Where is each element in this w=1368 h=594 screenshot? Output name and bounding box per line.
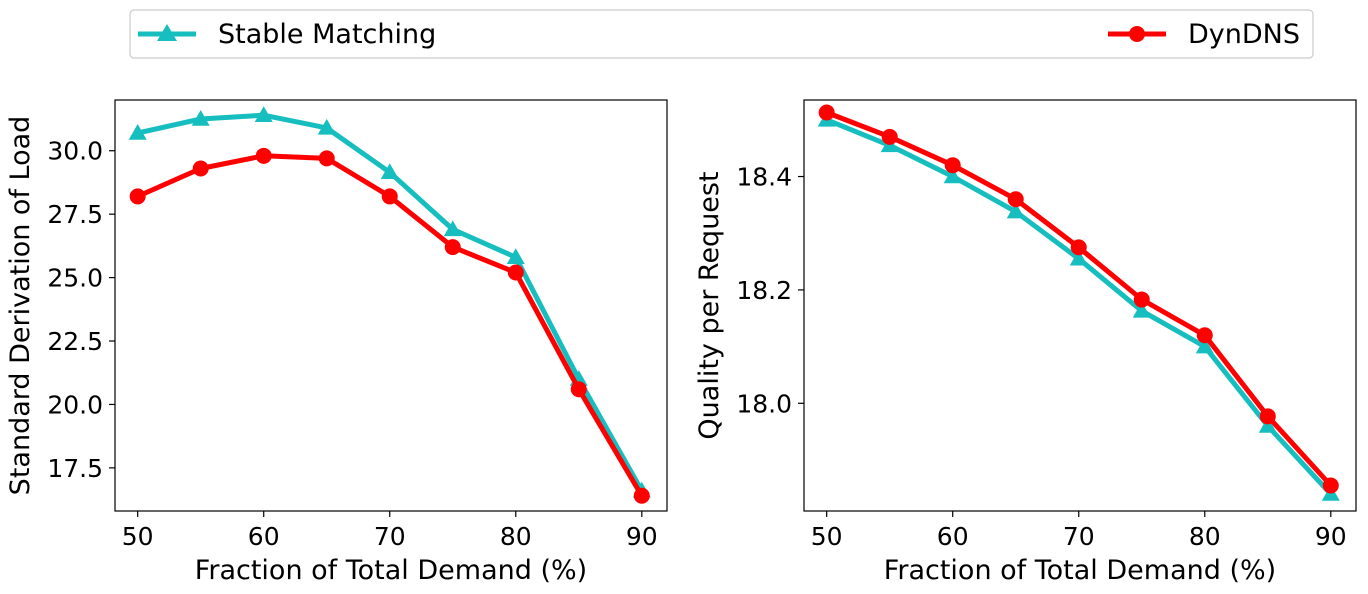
data-point-dyndns	[444, 239, 461, 256]
y-axis-label-std-load: Standard Derivation of Load	[5, 116, 36, 496]
data-point-dyndns	[255, 147, 272, 164]
y-tick-label-quality: 18.0	[736, 389, 792, 418]
legend-label-stable-matching: Stable Matching	[218, 19, 436, 50]
chart-panel-std-load: 50 60 70 80 90 17.5 20.0 22.5 25.0 27.5 30.0 Fract…	[5, 99, 668, 586]
x-tick-label-quality: 60	[937, 522, 969, 551]
x-tick-label-std-load: 50	[122, 522, 154, 551]
ticks-quality: 50 60 70 80 90 18.0 18.2 18.4	[736, 163, 1346, 551]
y-tick-label-std-load: 25.0	[47, 264, 103, 293]
x-tick-label-quality: 70	[1063, 522, 1095, 551]
series-line-dyndns	[136, 153, 644, 498]
data-point-stable-matching	[128, 123, 147, 140]
data-point-dyndns	[944, 157, 961, 174]
data-point-dyndns	[129, 188, 146, 205]
chart-panel-quality: 50 60 70 80 90 18.0 18.2 18.4 Fraction of Total…	[694, 99, 1357, 586]
x-tick-label-quality: 90	[1315, 522, 1347, 551]
data-point-dyndns	[818, 104, 835, 121]
x-axis-label-std-load: Fraction of Total Demand (%)	[195, 555, 587, 586]
data-point-dyndns	[1070, 239, 1087, 256]
data-point-dyndns	[318, 150, 335, 167]
data-point-stable-matching	[1006, 202, 1025, 219]
data-point-dyndns	[633, 487, 650, 504]
data-point-stable-matching	[191, 110, 210, 126]
legend-frame	[129, 9, 1314, 59]
legend-entry-dyndns: DynDNS	[1108, 19, 1300, 50]
data-point-dyndns	[507, 264, 524, 281]
y-tick-label-std-load: 17.5	[47, 454, 103, 483]
legend-triangle-marker-icon	[157, 24, 177, 41]
x-tick-label-std-load: 60	[248, 522, 280, 551]
series-quality	[817, 104, 1340, 501]
series-std-load	[128, 106, 651, 504]
data-point-stable-matching	[943, 167, 962, 184]
legend-circle-marker-icon	[1129, 26, 1145, 42]
x-tick-label-std-load: 80	[500, 522, 532, 551]
legend-label-dyndns: DynDNS	[1188, 19, 1300, 50]
axes-frame-quality	[803, 99, 1357, 512]
data-point-stable-matching	[1069, 249, 1088, 266]
data-point-stable-matching	[506, 248, 525, 265]
data-point-stable-matching	[254, 106, 273, 122]
y-tick-label-std-load: 27.5	[47, 200, 103, 229]
y-tick-label-std-load: 22.5	[47, 327, 103, 356]
y-tick-label-std-load: 30.0	[47, 137, 103, 166]
series-line-dyndns	[825, 110, 1333, 488]
data-point-stable-matching	[1195, 337, 1214, 354]
legend: Stable Matching DynDNS	[129, 9, 1314, 59]
data-point-dyndns	[1007, 191, 1024, 208]
data-point-dyndns	[1322, 477, 1339, 494]
axes-frame-std-load	[114, 99, 668, 512]
data-point-stable-matching	[1132, 301, 1151, 318]
data-point-stable-matching	[443, 220, 462, 237]
series-line-stable-matching	[825, 117, 1333, 496]
legend-entry-stable-matching: Stable Matching	[138, 19, 436, 50]
ticks-std-load: 50 60 70 80 90 17.5 20.0 22.5 25.0 27.5 30.0	[47, 137, 657, 551]
y-tick-label-std-load: 20.0	[47, 390, 103, 419]
y-tick-label-quality: 18.2	[736, 276, 792, 305]
data-point-stable-matching	[317, 118, 336, 135]
x-axis-label-quality: Fraction of Total Demand (%)	[884, 555, 1276, 586]
data-point-dyndns	[1259, 408, 1276, 425]
data-point-dyndns	[1133, 291, 1150, 308]
x-tick-label-std-load: 70	[374, 522, 406, 551]
data-point-stable-matching	[1258, 416, 1277, 433]
x-tick-label-quality: 50	[811, 522, 843, 551]
data-point-dyndns	[881, 128, 898, 145]
data-point-dyndns	[1196, 327, 1213, 344]
y-tick-label-quality: 18.4	[736, 163, 792, 192]
x-tick-label-quality: 80	[1189, 522, 1221, 551]
data-point-stable-matching	[380, 163, 399, 180]
data-point-dyndns	[192, 160, 209, 177]
data-point-dyndns	[381, 188, 398, 205]
y-axis-label-quality: Quality per Request	[694, 171, 725, 439]
x-tick-label-std-load: 90	[626, 522, 658, 551]
data-point-dyndns	[570, 381, 587, 398]
